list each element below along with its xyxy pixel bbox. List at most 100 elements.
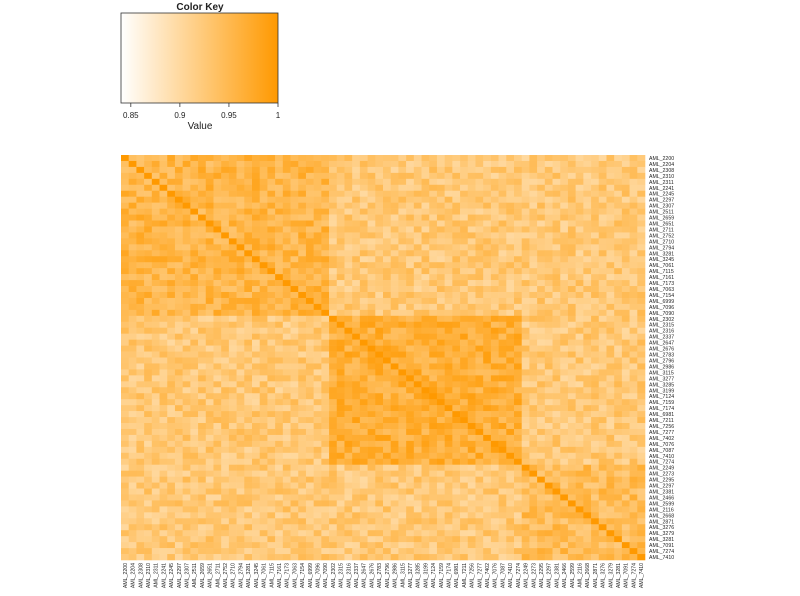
heatmap-cell	[244, 405, 253, 412]
heatmap-cell	[144, 530, 153, 537]
heatmap-cell	[228, 554, 237, 561]
heatmap-cell	[359, 291, 368, 299]
heatmap-cell	[460, 423, 469, 430]
heatmap-cell	[305, 244, 314, 251]
heatmap-cell	[452, 470, 461, 477]
heatmap-cell	[167, 554, 176, 561]
heatmap-cell	[267, 232, 276, 239]
heatmap-cell	[182, 500, 191, 507]
heatmap-cell	[606, 155, 615, 162]
heatmap-cell	[313, 512, 322, 519]
heatmap-cell	[198, 160, 207, 168]
heatmap-cell	[244, 226, 253, 233]
column-label: AML_2651	[208, 563, 214, 588]
heatmap-cell	[544, 357, 553, 364]
heatmap-cell	[305, 488, 314, 495]
heatmap-cell	[514, 506, 523, 513]
heatmap-cell	[614, 411, 623, 418]
heatmap-cell	[406, 452, 415, 460]
heatmap-cell	[621, 160, 630, 168]
heatmap-cell	[521, 351, 530, 358]
heatmap-cell	[190, 226, 199, 233]
heatmap-cell	[591, 530, 600, 537]
heatmap-cell	[205, 482, 214, 489]
heatmap-cell	[275, 488, 284, 495]
heatmap-cell	[259, 208, 268, 215]
heatmap-cell	[575, 166, 584, 174]
heatmap-cell	[452, 369, 461, 376]
heatmap-cell	[637, 500, 646, 507]
heatmap-cell	[213, 440, 222, 448]
heatmap-cell	[475, 423, 484, 430]
heatmap-cell	[329, 190, 338, 197]
heatmap-cell	[552, 524, 561, 531]
heatmap-cell	[144, 297, 153, 305]
heatmap-cell	[429, 381, 438, 388]
heatmap-cell	[583, 172, 592, 180]
heatmap-cell	[144, 327, 153, 334]
heatmap-cell	[359, 232, 368, 239]
heatmap-cell	[421, 202, 430, 209]
heatmap-cell	[529, 291, 538, 299]
heatmap-cell	[375, 524, 384, 531]
heatmap-cell	[483, 274, 492, 281]
heatmap-cell	[598, 196, 607, 203]
heatmap-cell	[244, 208, 253, 215]
heatmap-cell	[436, 512, 445, 519]
heatmap-cell	[452, 548, 461, 555]
heatmap-cell	[159, 393, 168, 400]
heatmap-cell	[151, 375, 160, 382]
heatmap-cell	[290, 470, 299, 477]
heatmap-cell	[321, 286, 330, 293]
heatmap-cell	[282, 297, 291, 305]
heatmap-cell	[537, 363, 546, 370]
heatmap-cell	[344, 440, 353, 448]
heatmap-cell	[467, 321, 476, 329]
heatmap-cell	[452, 155, 461, 162]
heatmap-cell	[252, 500, 261, 507]
heatmap-cell	[344, 155, 353, 162]
heatmap-cell	[483, 357, 492, 364]
heatmap-cell	[198, 482, 207, 489]
heatmap-cell	[413, 488, 422, 495]
heatmap-cell	[637, 339, 646, 346]
heatmap-cell	[275, 399, 284, 406]
heatmap-cell	[498, 232, 507, 239]
column-label: AML_2200	[123, 563, 129, 588]
heatmap-cell	[629, 333, 638, 340]
heatmap-cell	[252, 452, 261, 460]
heatmap-cell	[629, 274, 638, 281]
heatmap-cell	[167, 524, 176, 531]
column-label: AML_2297	[177, 563, 183, 588]
heatmap-cell	[444, 506, 453, 513]
heatmap-cell	[167, 500, 176, 507]
heatmap-cell	[174, 333, 183, 340]
heatmap-cell	[514, 470, 523, 477]
heatmap-cell	[621, 434, 630, 442]
heatmap-cell	[244, 363, 253, 370]
heatmap-cell	[252, 524, 261, 531]
heatmap-cell	[629, 482, 638, 489]
heatmap-cell	[275, 548, 284, 555]
heatmap-cell	[537, 178, 546, 186]
heatmap-cell	[575, 357, 584, 364]
heatmap-cell	[560, 482, 569, 489]
heatmap-cell	[475, 309, 484, 317]
heatmap-cell	[282, 250, 291, 257]
heatmap-cell	[282, 482, 291, 489]
heatmap-cell	[282, 363, 291, 370]
heatmap-cell	[282, 155, 291, 162]
heatmap-cell	[390, 333, 399, 340]
heatmap-cell	[244, 536, 253, 543]
heatmap-cell	[144, 476, 153, 483]
heatmap-cell	[236, 440, 245, 448]
heatmap-cell	[452, 202, 461, 209]
heatmap-cell	[136, 256, 145, 263]
heatmap-cell	[483, 542, 492, 549]
heatmap-cell	[252, 434, 261, 442]
heatmap-cell	[544, 196, 553, 203]
heatmap-cell	[174, 309, 183, 317]
heatmap-cell	[614, 530, 623, 537]
heatmap-cell	[498, 381, 507, 388]
heatmap-cell	[198, 476, 207, 483]
